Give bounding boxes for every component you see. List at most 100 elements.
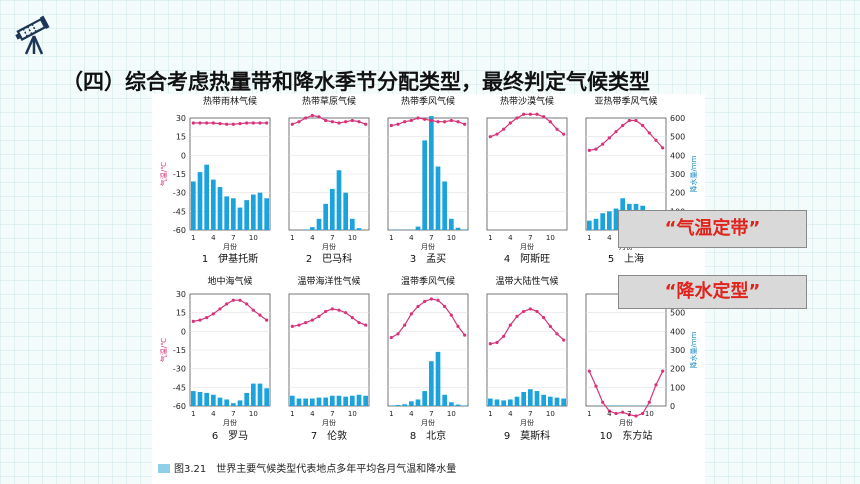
temperature-point	[443, 304, 447, 309]
precip-bar	[501, 400, 506, 406]
temp-tick: 30	[176, 290, 186, 299]
precip-bar	[449, 402, 454, 406]
temperature-point	[191, 121, 195, 125]
temperature-point	[495, 340, 499, 345]
temp-tick: -30	[173, 365, 186, 374]
precip-bar	[429, 116, 434, 230]
precip-bar	[409, 401, 414, 406]
precip-axis-label: 降水量/mm	[689, 331, 698, 368]
temperature-point	[396, 332, 400, 336]
temperature-point	[502, 334, 506, 338]
temperature-point	[594, 384, 598, 388]
chart-caption: 3 孟买	[410, 253, 446, 265]
month-tick: 7	[627, 410, 631, 418]
temperature-point	[456, 324, 460, 328]
month-tick: 7	[330, 410, 334, 418]
precip-bar	[330, 188, 335, 230]
precip-bar	[442, 394, 447, 406]
temperature-point	[528, 307, 532, 311]
temperature-point	[330, 120, 334, 124]
precip-bar	[455, 404, 461, 406]
precip-bar	[330, 395, 335, 406]
precip-tick: 200	[670, 365, 685, 374]
temperature-point	[225, 122, 229, 126]
precip-tick: 200	[670, 189, 685, 198]
temperature-point	[350, 118, 354, 123]
precip-bar	[488, 398, 493, 406]
temperature-point	[423, 299, 427, 304]
temperature-point	[641, 411, 645, 416]
precip-tick: 100	[670, 383, 685, 392]
temperature-point	[231, 298, 235, 302]
precip-tick: 600	[670, 114, 685, 123]
temperature-point	[238, 298, 242, 302]
temp-tick: 15	[176, 309, 186, 318]
temperature-point	[627, 413, 631, 417]
temperature-line	[391, 298, 466, 339]
temperature-point	[258, 313, 262, 317]
month-tick: 10	[249, 410, 258, 418]
precip-bar	[521, 392, 526, 406]
month-tick: 1	[587, 410, 591, 418]
month-tick: 4	[310, 410, 315, 418]
chart-caption: 5 上海	[608, 252, 644, 265]
precip-bar	[237, 207, 243, 230]
month-tick: 1	[389, 234, 393, 242]
month-axis-label: 月份	[322, 418, 336, 427]
temperature-point	[429, 118, 433, 123]
callout-temperature: “气温定带”	[618, 210, 807, 248]
precip-bar	[343, 396, 348, 406]
precip-tick: 400	[670, 327, 685, 336]
chart-title: 热带沙漠气候	[500, 95, 554, 107]
precip-tick: 300	[670, 346, 685, 355]
temperature-point	[634, 118, 638, 123]
chart-caption: 9 莫斯科	[504, 429, 550, 442]
temperature-point	[548, 120, 552, 124]
precip-bar	[310, 227, 315, 230]
temperature-point	[290, 122, 294, 126]
precip-bar	[548, 396, 553, 406]
precip-bar	[244, 200, 249, 230]
temperature-point	[495, 132, 499, 136]
precip-bar	[494, 399, 500, 406]
precip-bar	[587, 220, 592, 230]
precip-bar	[554, 397, 560, 406]
temperature-point	[396, 122, 400, 126]
temp-tick: -60	[173, 402, 186, 411]
month-tick: 1	[587, 234, 591, 242]
temperature-point	[647, 400, 651, 404]
temp-axis-label: 气温/℃	[159, 162, 168, 186]
precip-axis-label: 降水量/mm	[689, 155, 698, 192]
temp-tick: -30	[173, 189, 186, 198]
precip-bar	[462, 229, 467, 230]
month-tick: 10	[546, 234, 555, 242]
page-title: （四）综合考虑热量带和降水季节分配类型，最终判定气候类型	[62, 70, 650, 94]
temperature-point	[290, 324, 294, 328]
precip-bar	[442, 181, 447, 230]
climate-figure: 热带雨林气候 1 4 7 10 月份 1 伊基托斯 30 15 0 -15 -30 -45 -60 气温/℃…	[152, 94, 705, 484]
precip-bar	[211, 394, 216, 406]
precip-bar	[350, 395, 355, 406]
temperature-point	[661, 146, 665, 150]
month-tick: 1	[488, 410, 492, 418]
month-tick: 4	[607, 410, 612, 418]
temperature-point	[515, 116, 519, 120]
temperature-point	[357, 120, 361, 124]
precip-bar	[422, 391, 427, 406]
temperature-point	[542, 115, 546, 119]
precip-bar	[237, 400, 243, 406]
temperature-line	[292, 308, 366, 327]
precip-tick: 0	[670, 402, 675, 411]
chart-title: 热带草原气候	[302, 95, 356, 107]
precip-bar	[343, 192, 348, 230]
precip-bar	[435, 166, 441, 230]
month-tick: 4	[508, 234, 513, 242]
month-tick: 10	[645, 410, 654, 418]
precip-bar	[514, 396, 520, 406]
temperature-point	[403, 323, 407, 327]
month-tick: 4	[310, 234, 315, 242]
month-tick: 10	[348, 410, 357, 418]
precip-bar	[363, 395, 368, 406]
precip-bar	[303, 229, 308, 230]
temperature-point	[449, 118, 453, 123]
